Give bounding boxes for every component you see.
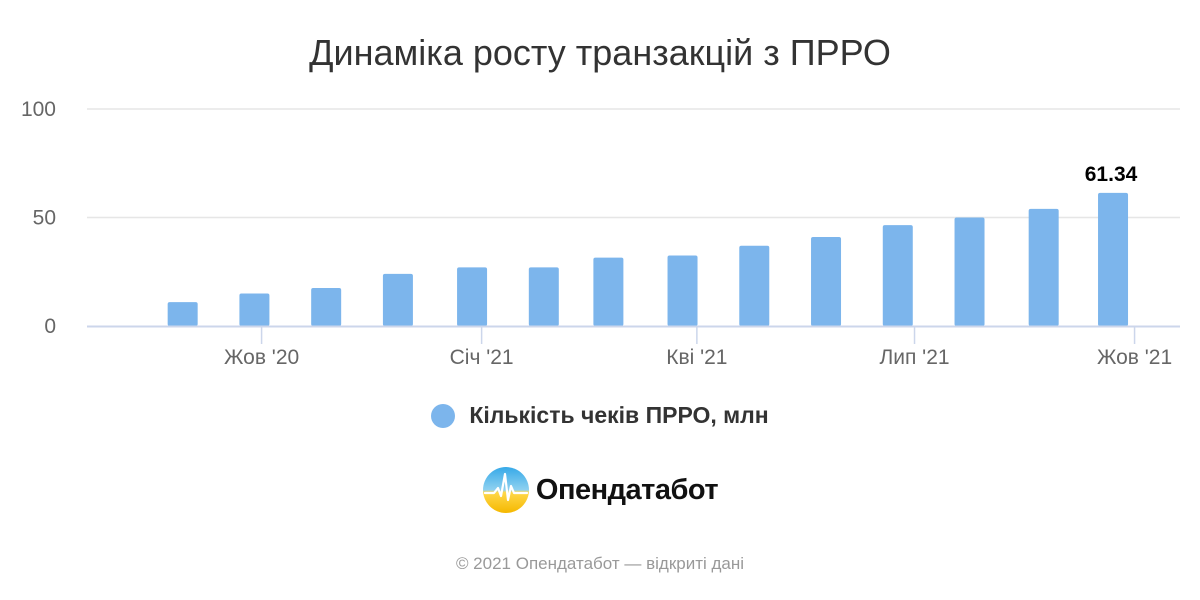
brand-name: Опендатабот: [535, 473, 719, 506]
bar: [239, 293, 270, 326]
bar: [954, 217, 985, 326]
credits-text[interactable]: © 2021 Опендатабот — відкриті дані: [455, 554, 745, 573]
legend[interactable]: Кількість чеків ПРРО, млн: [0, 402, 1200, 429]
legend-item-label: Кількість чеків ПРРО, млн: [469, 402, 769, 428]
opendatabot-logo-icon: [482, 467, 529, 513]
bar: [593, 257, 624, 326]
x-axis: Жов '20 Січ '21 Кві '21 Лип '21 Жов '21: [87, 325, 1180, 369]
data-label: 61.34: [1085, 163, 1138, 186]
bars-layer: [167, 192, 1129, 326]
chart-title: Динаміка росту транзакцій з ПРРО: [309, 32, 891, 73]
circle-marker-icon: [431, 403, 456, 428]
grid-layer: [87, 108, 1180, 219]
x-tick-label: Лип '21: [879, 346, 949, 369]
bar: [1098, 192, 1129, 326]
y-tick-label: 100: [21, 98, 56, 121]
x-tick-label: Січ '21: [450, 346, 514, 369]
data-labels-layer: 61.34: [1085, 163, 1138, 186]
bar: [528, 267, 559, 326]
y-axis: 0 50 100: [21, 98, 56, 338]
y-tick-label: 0: [44, 315, 56, 338]
bar: [882, 225, 913, 326]
y-tick-label: 50: [33, 207, 56, 230]
bar: [1028, 208, 1059, 326]
bar: [739, 245, 770, 326]
bar: [311, 288, 342, 326]
x-tick-label: Жов '21: [1097, 346, 1172, 369]
bar: [811, 237, 842, 326]
bar: [167, 302, 198, 326]
x-tick-label: Кві '21: [666, 346, 727, 369]
x-tick-label: Жов '20: [224, 346, 299, 369]
brand: Опендатабот: [0, 466, 1200, 514]
bar: [667, 255, 698, 326]
bar: [457, 267, 488, 326]
bar: [382, 273, 413, 326]
